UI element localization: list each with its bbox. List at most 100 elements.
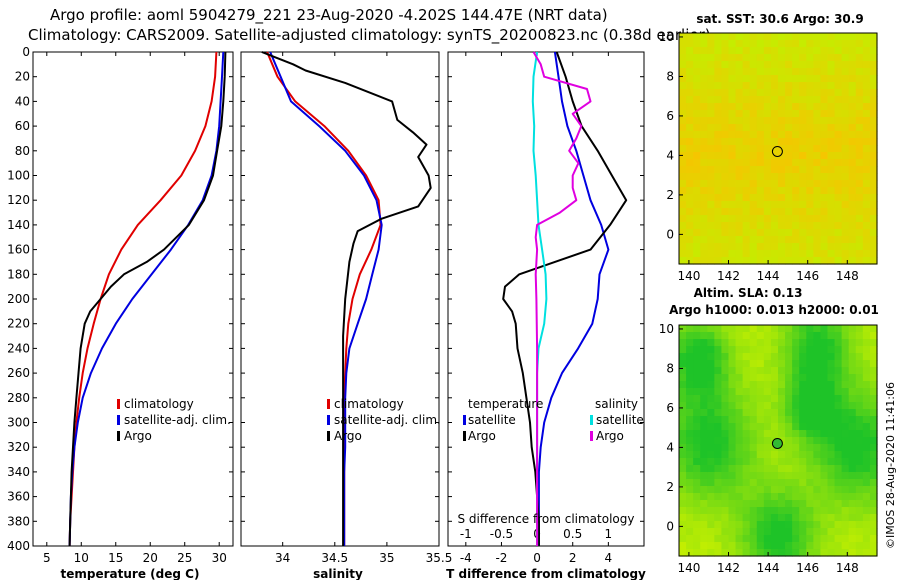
map-cell <box>742 339 751 347</box>
map-cell <box>735 110 744 118</box>
map-cell <box>834 215 843 223</box>
map-cell <box>763 339 772 347</box>
s-diff-tick-label: -0.5 <box>490 527 513 541</box>
map-cell <box>785 353 793 361</box>
legend-swatch-argo <box>117 431 120 441</box>
map-cell <box>749 82 758 90</box>
map-cell <box>848 346 857 354</box>
map-cell <box>820 451 829 459</box>
map-cell <box>742 75 751 83</box>
map-cell <box>869 430 878 438</box>
map-cell <box>728 54 737 62</box>
map-cell <box>728 381 737 389</box>
map-cell <box>770 201 779 209</box>
map-cell <box>749 416 758 424</box>
map-cell <box>813 409 822 417</box>
map-cell <box>792 96 800 104</box>
map-cell <box>679 215 687 223</box>
map-cell <box>721 437 730 445</box>
map-cell <box>855 416 864 424</box>
map-cell <box>834 507 843 515</box>
map-cell <box>679 61 687 69</box>
map-cell <box>700 194 708 202</box>
map-cell <box>806 430 814 438</box>
map-cell <box>827 479 836 487</box>
map-cell <box>820 250 829 258</box>
map-cell <box>834 229 843 237</box>
map-cell <box>770 68 779 76</box>
map-cell <box>735 75 744 83</box>
map-cell <box>827 117 836 125</box>
legend-swatch-sal-satellite <box>590 415 593 425</box>
map-cell <box>778 416 786 424</box>
map-cell <box>756 444 765 452</box>
map-cell <box>679 131 687 139</box>
map-cell <box>806 75 814 83</box>
map-cell <box>785 152 793 160</box>
map-cell <box>742 423 751 431</box>
map-cell <box>848 416 857 424</box>
map-cell <box>806 124 814 132</box>
map-cell <box>813 514 822 522</box>
map-cell <box>834 96 843 104</box>
map-cell <box>686 89 694 97</box>
map-cell <box>728 166 737 174</box>
map-cell <box>834 472 843 480</box>
map-cell <box>820 458 829 466</box>
map-cell <box>742 437 751 445</box>
map-cell <box>827 500 836 508</box>
map-cell <box>862 549 871 557</box>
map-cell <box>827 416 836 424</box>
map-cell <box>742 381 751 389</box>
map-cell <box>841 159 850 167</box>
map-cell <box>749 250 758 258</box>
map-cell <box>834 528 843 536</box>
map-cell <box>756 194 765 202</box>
map-cell <box>679 423 687 431</box>
map-cell <box>700 82 708 90</box>
map-cell <box>785 117 793 125</box>
x-tick-label: 10 <box>74 551 89 565</box>
map-cell <box>693 374 701 382</box>
map-cell <box>721 339 730 347</box>
map-cell <box>756 423 765 431</box>
map-cell <box>834 521 843 529</box>
map-cell <box>693 117 701 125</box>
map-cell <box>679 416 687 424</box>
map-cell <box>841 152 850 160</box>
map-cell <box>813 423 822 431</box>
map-cell <box>735 194 744 202</box>
salinity-x-label: salinity <box>313 567 363 580</box>
map-cell <box>693 493 701 501</box>
map-cell <box>820 339 829 347</box>
map-cell <box>806 416 814 424</box>
map-cell <box>700 500 708 508</box>
map-cell <box>742 250 751 258</box>
map-cell <box>763 416 772 424</box>
map-cell <box>728 131 737 139</box>
map-cell <box>862 250 871 258</box>
map-cell <box>707 507 715 515</box>
map-cell <box>693 47 701 55</box>
map-cell <box>679 145 687 153</box>
salinity-series-lines <box>261 51 432 546</box>
map-cell <box>778 423 786 431</box>
map-cell <box>834 409 843 417</box>
map-cell <box>749 124 758 132</box>
map-cell <box>820 430 829 438</box>
map-cell <box>749 535 758 543</box>
map-cell <box>841 194 850 202</box>
map-cell <box>792 339 800 347</box>
map-cell <box>721 236 730 244</box>
map-cell <box>778 444 786 452</box>
map-cell <box>763 243 772 251</box>
map-cell <box>799 110 807 118</box>
map-cell <box>855 339 864 347</box>
map-cell <box>749 479 758 487</box>
map-cell <box>785 124 793 132</box>
map-cell <box>792 535 800 543</box>
lat-tick-label: 8 <box>666 69 674 83</box>
map-cell <box>778 68 786 76</box>
map-cell <box>693 124 701 132</box>
map-cell <box>792 374 800 382</box>
